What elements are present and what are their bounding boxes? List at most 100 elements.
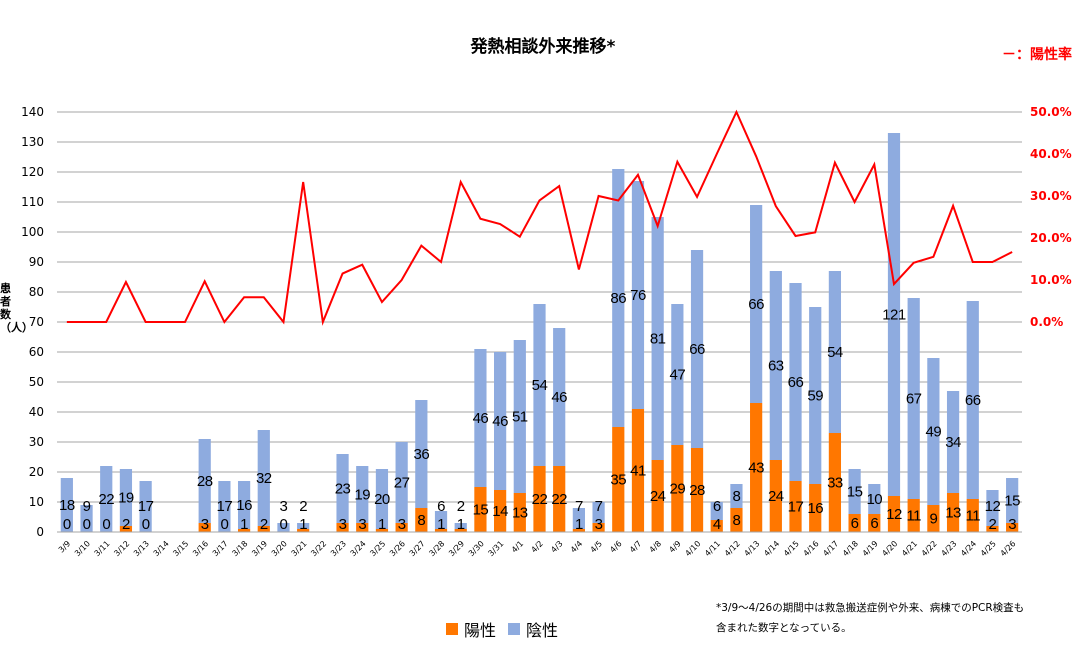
data-label-negative: 59 [807,388,823,405]
data-label-positive: 1 [575,516,583,533]
data-label-positive: 11 [906,508,921,525]
data-label-negative: 17 [138,498,154,515]
data-label-negative: 34 [945,434,961,451]
y-tick-label: 20 [29,465,44,479]
y2-tick-label: 30.0% [1030,189,1072,203]
x-tick-label: 3/16 [191,539,210,558]
footnote-line-1: *3/9～4/26の期間中は救急搬送症例や外来、病棟でのPCR検査も [716,602,1025,614]
bar-negative [375,469,389,529]
x-tick-label: 3/10 [73,539,92,558]
y-tick-label: 40 [29,405,44,419]
bar-negative [60,478,73,532]
bar-positive [572,529,585,532]
bar-positive [198,523,211,532]
data-label-negative: 121 [882,307,906,324]
x-tick-label: 3/14 [152,539,171,558]
x-tick-label: 4/19 [861,539,880,558]
data-label-negative: 76 [630,287,646,304]
bar-negative [1006,478,1019,523]
data-label-positive: 2 [122,516,130,533]
data-label-positive: 1 [457,516,465,533]
footnote: *3/9～4/26の期間中は救急搬送症例や外来、病棟でのPCR検査も 含まれた数… [716,598,1024,638]
rate-legend: －：陽性率 [1002,47,1072,63]
data-label-positive: 3 [339,516,347,533]
bar-positive [375,529,389,532]
x-tick-label: 3/15 [171,539,190,558]
x-tick-label: 3/27 [408,539,427,558]
bar-positive [651,460,664,532]
data-label-negative: 10 [866,491,882,508]
bar-negative [218,481,231,532]
x-tick-label: 4/8 [648,539,663,554]
x-tick-label: 4/21 [900,539,919,558]
bar-negative [750,205,763,403]
data-label-negative: 9 [83,498,91,515]
bar-positive [966,499,979,532]
y2-tick-label: 20.0% [1030,231,1072,245]
x-tick-label: 4/16 [802,539,821,558]
bar-negative [730,484,743,508]
bar-negative [553,328,566,466]
data-label-negative: 54 [827,344,843,361]
data-label-negative: 66 [689,341,705,358]
bar-positive [809,484,822,532]
bar-negative [612,169,625,427]
data-label-positive: 1 [378,516,386,533]
data-label-negative: 47 [670,367,686,384]
data-label-positive: 22 [532,491,548,508]
data-label-positive: 2 [260,516,268,533]
y2-tick-label: 40.0% [1030,147,1072,161]
x-tick-label: 3/17 [211,539,230,558]
x-tick-label: 3/26 [388,539,407,558]
bar-positive [671,445,684,532]
bar-positive [730,508,743,532]
data-label-negative: 12 [985,498,1001,515]
x-tick-label: 4/14 [762,539,781,558]
data-label-negative: 49 [926,424,942,441]
x-tick-label: 3/21 [290,539,309,558]
data-label-positive: 16 [807,500,823,517]
data-label-positive: 3 [595,516,603,533]
bar-negative [592,502,605,523]
bar-negative [80,505,93,532]
data-label-negative: 36 [413,446,429,463]
bar-positive [710,520,723,532]
bar-positive [631,409,645,532]
y-tick-label: 10 [29,495,44,509]
data-label-negative: 46 [492,413,508,430]
data-label-negative: 18 [59,497,75,514]
bar-negative [415,400,428,508]
bar-negative [297,523,310,529]
bar-negative [434,511,448,529]
x-tick-label: 4/5 [589,539,604,554]
y-tick-label: 30 [29,435,44,449]
x-tick-label: 3/12 [112,539,131,558]
x-tick-label: 4/3 [549,539,564,554]
data-label-negative: 7 [595,498,603,515]
bar-negative [198,439,211,523]
y-tick-label: 50 [29,375,44,389]
data-label-negative: 54 [532,377,548,394]
data-label-positive: 1 [437,516,445,533]
y-tick-label: 130 [21,135,44,149]
x-tick-label: 4/17 [821,539,840,558]
data-label-negative: 15 [847,484,863,501]
data-label-negative: 23 [335,481,351,498]
x-tick-label: 4/2 [529,539,544,554]
x-tick-label: 4/7 [628,539,643,554]
bar-negative [513,340,526,493]
data-label-negative: 20 [374,491,390,508]
bar-positive [828,433,842,532]
x-tick-label: 3/23 [329,539,348,558]
data-label-positive: 4 [713,516,721,533]
data-label-positive: 17 [788,499,804,516]
x-tick-label: 4/26 [998,539,1017,558]
data-label-negative: 27 [394,475,410,492]
data-label-negative: 28 [197,473,213,490]
y-tick-label: 70 [29,315,44,329]
bar-positive [769,460,782,532]
data-label-positive: 0 [63,516,71,533]
data-label-positive: 0 [83,516,91,533]
bar-positive [415,508,428,532]
bar-positive [927,505,940,532]
